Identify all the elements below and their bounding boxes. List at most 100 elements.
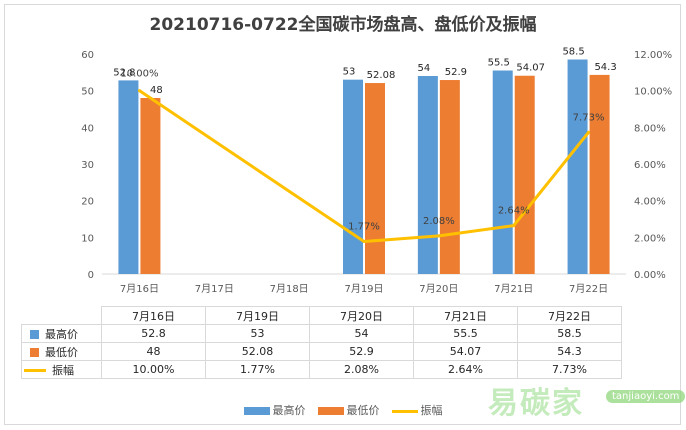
bar-最高价 [417, 76, 438, 274]
bar-最高价 [492, 70, 513, 274]
data-table: 7月16日 7月19日 7月20日 7月21日 7月22日最高价 52.8 53 54 55.5… [21, 306, 622, 379]
y-right-tick-label: 8.00% [634, 123, 666, 134]
x-tick-label: 7月18日 [270, 283, 309, 295]
x-tick-label: 7月16日 [120, 283, 159, 295]
line-data-label: 10.00% [120, 69, 158, 80]
bar-最低价 [140, 98, 161, 274]
table-row-label: 最低价 [45, 345, 78, 359]
legend-swatch [391, 409, 418, 413]
watermark-text: 易碳家 [488, 386, 584, 421]
y-right-tick-label: 10.00% [634, 87, 672, 98]
table-cell: 48 [101, 342, 206, 361]
bar-最高价 [567, 59, 588, 274]
bar-data-label: 52.08 [367, 70, 396, 81]
table-cell: 2.64% [413, 360, 518, 379]
legend-key-box [30, 330, 39, 339]
table-header-row: 7月16日 7月19日 7月20日 7月21日 7月22日 [21, 306, 622, 325]
chart-frame [4, 4, 681, 425]
chart-legend: 最高价 最低价 振幅 [0, 402, 686, 418]
table-cell: 54 [309, 324, 414, 343]
table-cell: 54.07 [413, 342, 518, 361]
table-row-label: 振幅 [52, 363, 74, 377]
bar-data-label: 48 [150, 85, 163, 96]
bar-最低价 [365, 83, 385, 274]
chart-title: 20210716-0722全国碳市场盘高、盘低价及振幅 [149, 15, 537, 35]
legend-item: 振幅 [391, 402, 443, 418]
table-column-header: 7月22日 [517, 306, 622, 325]
legend-item: 最高价 [243, 402, 306, 418]
bar-最低价 [514, 75, 535, 274]
bar-最高价 [343, 79, 363, 275]
bar-data-label: 58.5 [562, 47, 584, 58]
bar-最低价 [439, 80, 460, 275]
legend-key-line [24, 369, 46, 372]
table-row-header: 最高价 [21, 324, 102, 343]
table-row-label: 最高价 [45, 327, 78, 341]
table-cell: 58.5 [517, 324, 622, 343]
legend-swatch [317, 407, 344, 415]
table-cell: 7.73% [517, 360, 622, 379]
legend-label: 振幅 [420, 404, 443, 417]
table-cell: 10.00% [101, 360, 206, 379]
table-cell: 52.8 [101, 324, 206, 343]
line-point [362, 240, 366, 244]
table-row: 最高价 52.8 53 54 55.5 58.5 [21, 324, 622, 343]
y-right-tick-label: 4.00% [634, 197, 666, 208]
legend-label: 最高价 [272, 404, 306, 417]
y-left-tick-label: 50 [81, 87, 94, 98]
line-data-label: 7.73% [573, 112, 605, 123]
table-cell: 54.3 [517, 342, 622, 361]
y-right-tick-label: 12.00% [634, 50, 672, 61]
watermark-badge: tanjiaoyi.com [606, 390, 686, 403]
x-tick-label: 7月19日 [344, 283, 383, 295]
x-tick-label: 7月21日 [494, 283, 533, 295]
bar-data-label: 55.5 [488, 58, 510, 69]
line-point [587, 130, 591, 134]
y-left-tick-label: 10 [81, 233, 94, 244]
y-right-tick-label: 0.00% [634, 270, 666, 281]
table-cell: 53 [205, 324, 310, 343]
table-row: 最低价 48 52.08 52.9 54.07 54.3 [21, 342, 622, 361]
table-column-header: 7月16日 [101, 306, 206, 325]
line-point [437, 234, 441, 238]
table-row-header: 振幅 [21, 360, 102, 379]
y-left-tick-label: 0 [88, 270, 94, 281]
y-right-tick-label: 2.00% [634, 233, 666, 244]
table-cell: 52.9 [309, 342, 414, 361]
bar-data-label: 52.8 [113, 67, 135, 78]
table-cell: 2.08% [309, 360, 414, 379]
x-tick-label: 7月20日 [419, 283, 458, 295]
y-left-tick-label: 40 [81, 123, 94, 134]
table-corner [21, 306, 102, 325]
x-tick-label: 7月22日 [569, 283, 608, 295]
table-column-header: 7月19日 [205, 306, 310, 325]
bar-data-label: 53 [343, 67, 356, 78]
bar-data-label: 52.9 [445, 67, 467, 78]
chart-plot: 0 10 20 30 40 50 60 0.00% 2.00% 4.00% 6.00% 8.00% 10… [81, 47, 672, 296]
y-right-tick-label: 6.00% [634, 160, 666, 171]
bar-data-label: 54.3 [594, 62, 616, 73]
bar-data-label: 54 [417, 63, 430, 74]
table-column-header: 7月21日 [413, 306, 518, 325]
legend-key-box [30, 348, 39, 357]
line-data-label: 2.64% [498, 206, 530, 217]
table-column-header: 7月20日 [309, 306, 414, 325]
x-tick-label: 7月17日 [195, 283, 234, 295]
y-left-tick-label: 30 [81, 160, 94, 171]
line-data-label: 2.08% [423, 216, 455, 227]
line-data-label: 1.77% [348, 222, 380, 233]
table-cell: 55.5 [413, 324, 518, 343]
y-left-tick-label: 60 [81, 50, 94, 61]
bar-最高价 [118, 80, 139, 275]
table-row: 振幅 10.00% 1.77% 2.08% 2.64% 7.73% [21, 360, 622, 379]
legend-item: 最低价 [317, 402, 380, 418]
table-row-header: 最低价 [21, 342, 102, 361]
bar-data-label: 54.07 [516, 63, 545, 74]
table-cell: 52.08 [205, 342, 310, 361]
y-left-tick-label: 20 [81, 197, 94, 208]
line-point [512, 224, 516, 228]
watermark-logo: 易碳家 tanjiaoyi.com [488, 378, 686, 421]
table-cell: 1.77% [205, 360, 310, 379]
line-point [137, 89, 141, 93]
legend-swatch [243, 407, 270, 415]
